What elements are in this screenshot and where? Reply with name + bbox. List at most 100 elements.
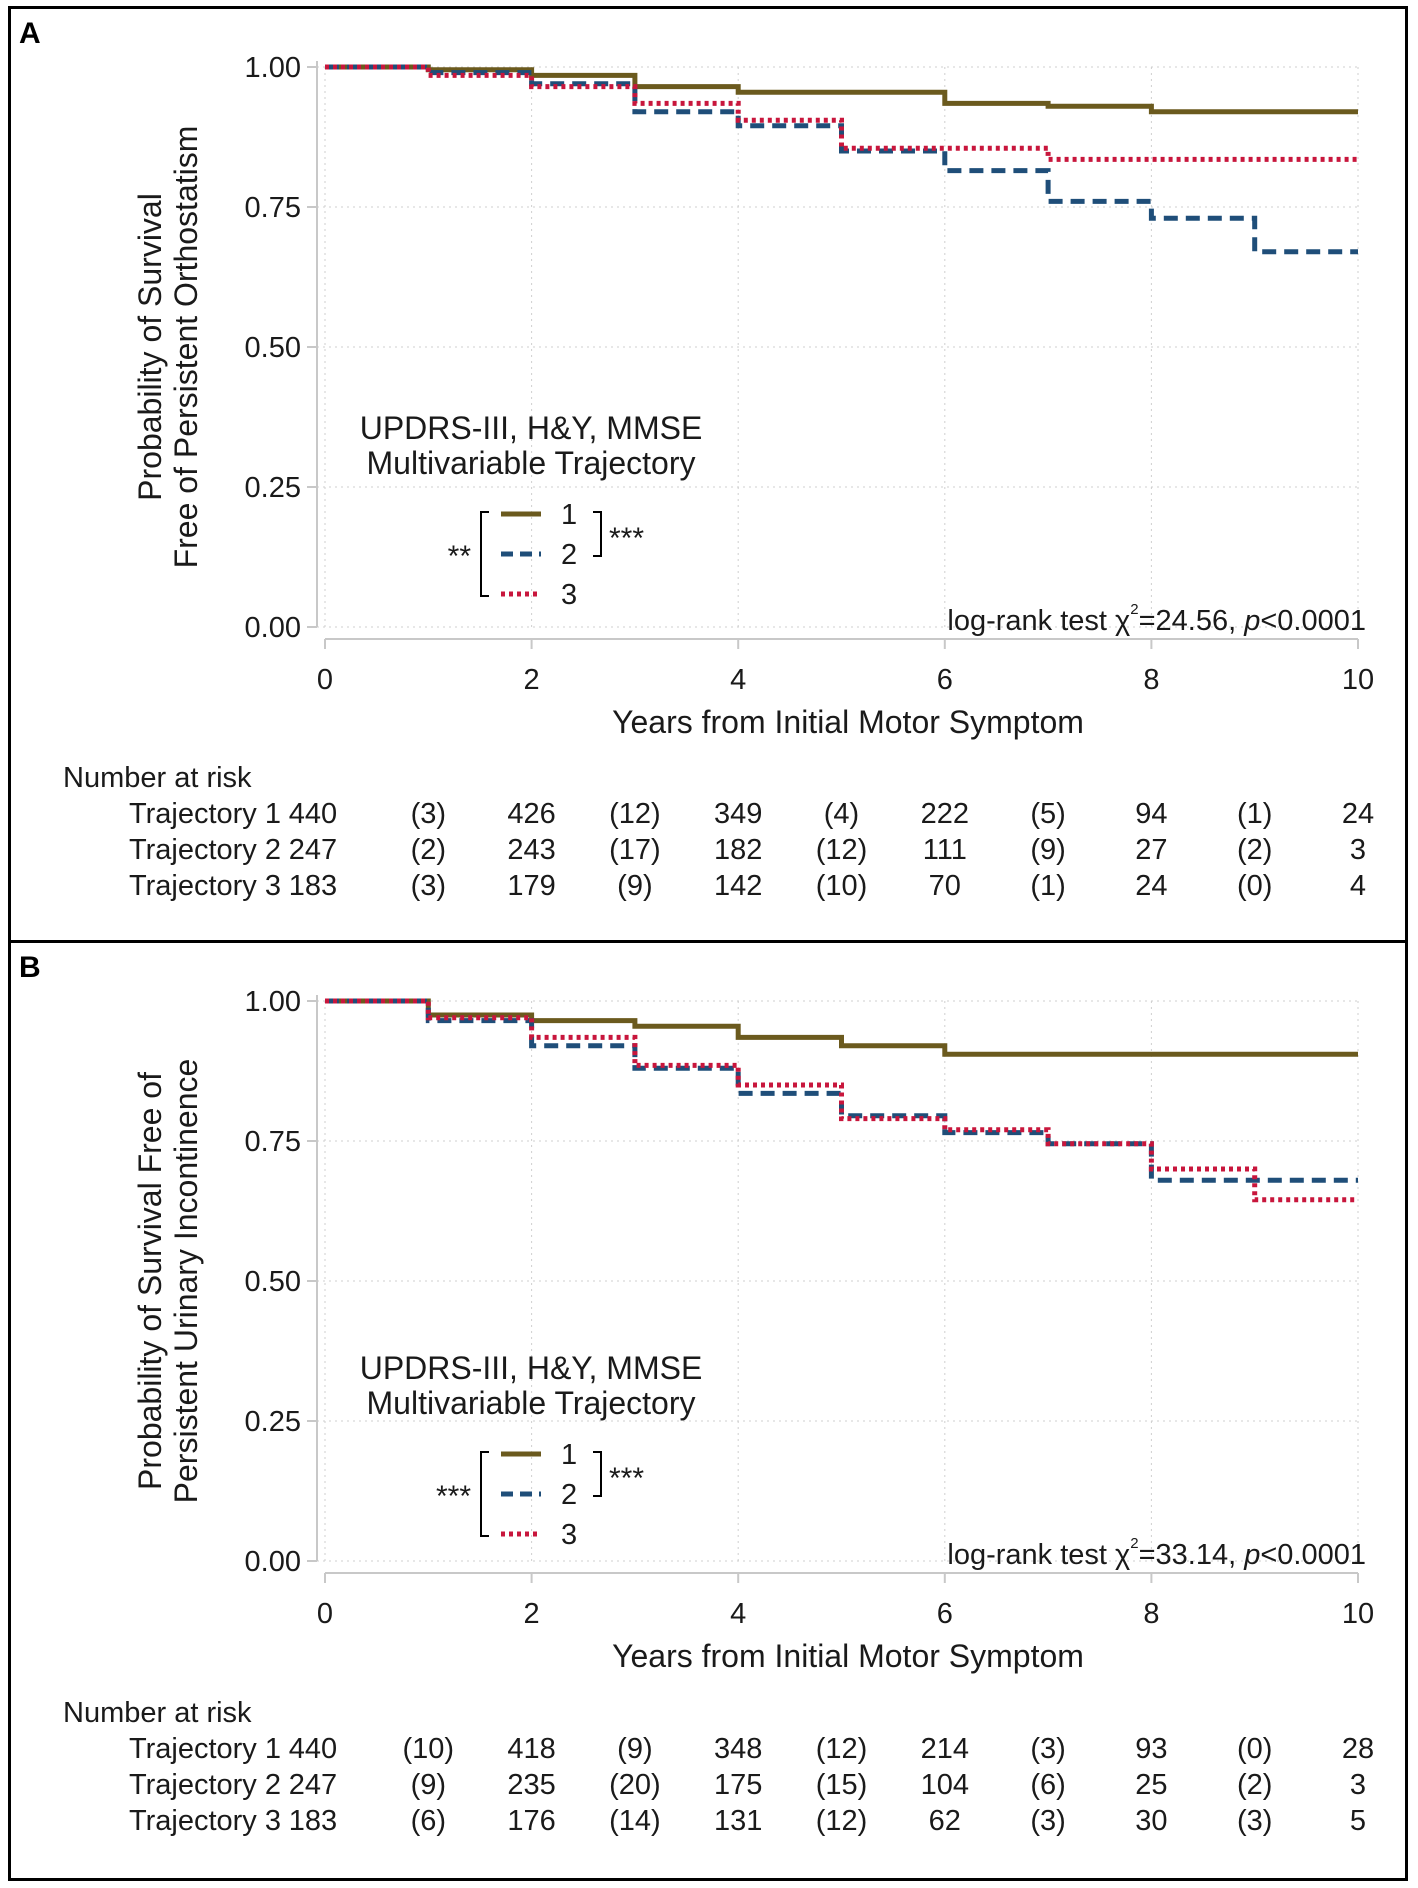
y-axis-title-line: Probability of Survival <box>132 193 168 501</box>
legend-title-line-1: UPDRS-III, H&Y, MMSE <box>360 1350 703 1386</box>
note-p-symbol: p <box>1243 605 1260 637</box>
risk-cell: (9) <box>1030 834 1065 866</box>
y-tick-label: 0.00 <box>245 612 301 644</box>
series-line-2 <box>325 64 1358 255</box>
risk-cell: (0) <box>1237 870 1272 902</box>
log-rank-test-note: log-rank test χ2=24.56, p<0.0001 <box>947 601 1366 637</box>
y-tick-label: 0.25 <box>245 1406 301 1438</box>
note-p-symbol: p <box>1243 1539 1260 1571</box>
risk-cell: (5) <box>1030 798 1065 830</box>
x-tick-label: 4 <box>730 1598 746 1630</box>
bracket-1-3 <box>480 1451 489 1537</box>
x-tick-label: 6 <box>937 1598 953 1630</box>
risk-cell: (14) <box>609 1805 661 1837</box>
risk-cell: 235 <box>507 1769 555 1801</box>
risk-cell: 24 <box>1342 798 1374 830</box>
note-stat: =33.14, <box>1139 1539 1245 1571</box>
risk-cell: (0) <box>1237 1733 1272 1765</box>
risk-cell: (20) <box>609 1769 661 1801</box>
significance-1-vs-2: *** <box>609 522 644 555</box>
y-tick-label: 0.75 <box>245 192 301 224</box>
risk-cell: 247 <box>289 1769 337 1801</box>
series-line-3 <box>325 64 1358 162</box>
risk-cell: 104 <box>921 1769 969 1801</box>
x-tick-label: 2 <box>524 1598 540 1630</box>
risk-cell: (17) <box>609 834 661 866</box>
risk-cell: (2) <box>1237 834 1272 866</box>
x-tick-label: 4 <box>730 664 746 696</box>
y-tick-label: 0.50 <box>245 332 301 364</box>
bracket-1-2 <box>593 511 602 557</box>
y-tick-label: 1.00 <box>245 986 301 1018</box>
risk-cell: 183 <box>289 1805 337 1837</box>
risk-cell: 30 <box>1135 1805 1167 1837</box>
risk-cell: (4) <box>824 798 859 830</box>
risk-cell: 4 <box>1350 870 1366 902</box>
risk-cell: 175 <box>714 1769 762 1801</box>
x-tick-label: 10 <box>1342 664 1374 696</box>
risk-cell: 3 <box>1350 834 1366 866</box>
x-tick-label: 8 <box>1143 664 1159 696</box>
risk-cell: 426 <box>507 798 555 830</box>
note-superscript: 2 <box>1130 601 1138 618</box>
risk-cell: 131 <box>714 1805 762 1837</box>
risk-table-title: Number at risk <box>63 762 252 794</box>
risk-cell: 111 <box>923 834 967 866</box>
x-tick-label: 8 <box>1143 1598 1159 1630</box>
risk-cell: 183 <box>289 870 337 902</box>
legend-label-2: 2 <box>561 539 577 571</box>
legend-title-line-1: UPDRS-III, H&Y, MMSE <box>360 410 703 446</box>
risk-cell: (6) <box>1030 1769 1065 1801</box>
risk-cell: (12) <box>609 798 661 830</box>
legend-label-1: 1 <box>561 499 577 531</box>
legend-label-1: 1 <box>561 1439 577 1471</box>
risk-cell: (6) <box>411 1805 446 1837</box>
risk-cell: (3) <box>1030 1733 1065 1765</box>
series-line-2 <box>325 998 1358 1183</box>
note-superscript: 2 <box>1130 1535 1138 1552</box>
y-axis-title-line: Persistent Urinary Incontinence <box>168 1059 204 1504</box>
risk-cell: (9) <box>617 1733 652 1765</box>
y-axis-title: Probability of Survival Free ofPersisten… <box>132 1059 204 1504</box>
risk-cell: 214 <box>921 1733 969 1765</box>
y-tick-label: 0.75 <box>245 1126 301 1158</box>
x-axis-title: Years from Initial Motor Symptom <box>612 704 1084 740</box>
risk-cell: 348 <box>714 1733 762 1765</box>
risk-cell: 93 <box>1135 1733 1167 1765</box>
note-prefix: log-rank test χ <box>947 1539 1130 1571</box>
panel-b: B 0.00 0.25 0.50 0.75 1.00 0 2 4 6 8 10 Years from I… <box>8 943 1408 1881</box>
y-tick-label: 1.00 <box>245 52 301 84</box>
risk-cell: 182 <box>714 834 762 866</box>
risk-cell: 62 <box>929 1805 961 1837</box>
risk-row-label: Trajectory 1 <box>129 1733 281 1765</box>
bracket-1-3 <box>480 511 489 597</box>
risk-cell: (3) <box>1237 1805 1272 1837</box>
risk-cell: 27 <box>1135 834 1167 866</box>
legend-label-3: 3 <box>561 1519 577 1551</box>
risk-cell: 28 <box>1342 1733 1374 1765</box>
risk-cell: (3) <box>411 798 446 830</box>
risk-cell: (3) <box>411 870 446 902</box>
risk-cell: (10) <box>403 1733 455 1765</box>
risk-cell: 3 <box>1350 1769 1366 1801</box>
series-line-3 <box>325 998 1358 1203</box>
risk-cell: 349 <box>714 798 762 830</box>
risk-cell: 24 <box>1135 870 1167 902</box>
risk-cell: (12) <box>816 834 868 866</box>
legend-title-line-2: Multivariable Trajectory <box>367 1385 696 1421</box>
risk-cell: (15) <box>816 1769 868 1801</box>
risk-cell: (12) <box>816 1805 868 1837</box>
risk-cell: 179 <box>507 870 555 902</box>
risk-cell: 440 <box>289 798 337 830</box>
significance-1-vs-3: *** <box>436 1480 471 1513</box>
note-p-value: <0.0001 <box>1260 605 1366 637</box>
panel-letter: B <box>19 951 41 984</box>
bracket-1-2 <box>593 1451 602 1497</box>
y-axis-title-line: Free of Persistent Orthostatism <box>168 126 204 569</box>
x-axis-title: Years from Initial Motor Symptom <box>612 1638 1084 1674</box>
risk-table-title: Number at risk <box>63 1697 252 1729</box>
note-p-value: <0.0001 <box>1260 1539 1366 1571</box>
risk-cell: 176 <box>507 1805 555 1837</box>
